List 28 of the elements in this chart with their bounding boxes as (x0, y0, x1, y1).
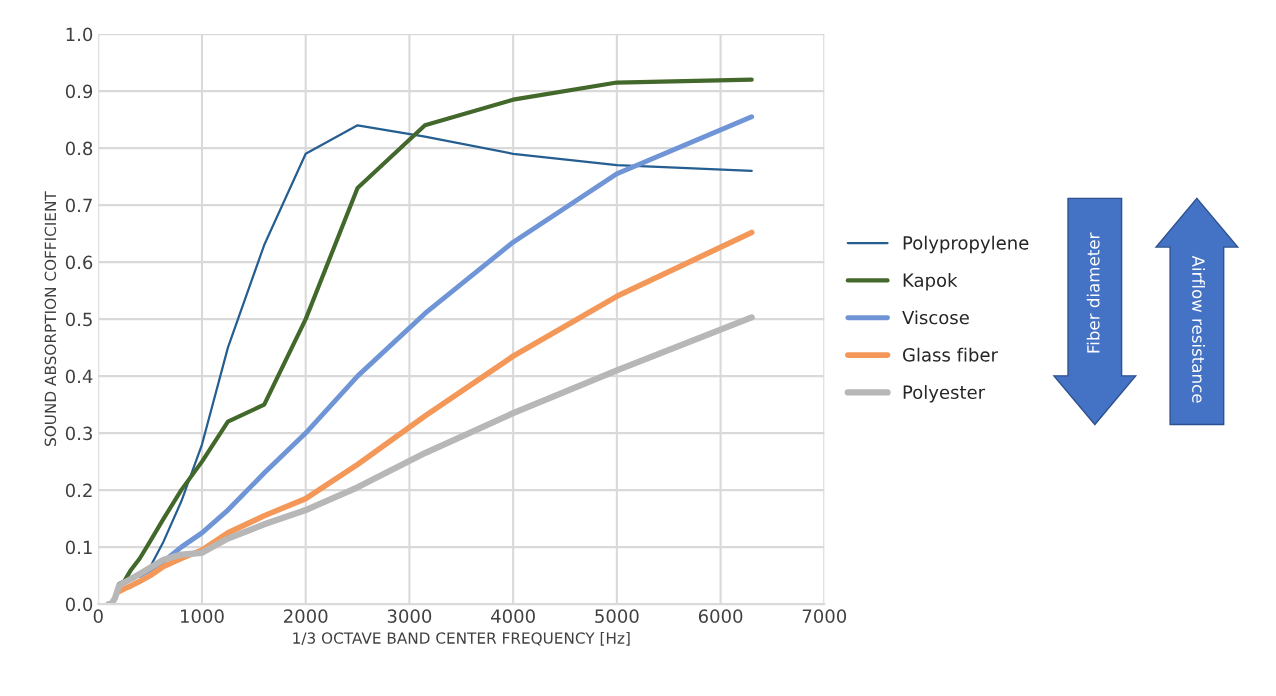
y-tick-label: 0.7 (65, 198, 92, 213)
y-tick-label: 0.8 (65, 141, 93, 156)
x-tick-label: 0 (93, 609, 103, 623)
x-tick-label: 2000 (284, 609, 328, 623)
legend-label: Polypropylene (903, 235, 1029, 254)
x-tick-label: 1000 (180, 609, 224, 623)
x-tick-label: 6000 (698, 609, 743, 623)
x-tick-label: 3000 (387, 609, 432, 623)
y-tick-label: 0.9 (65, 84, 93, 99)
y-tick-label: 1.0 (66, 27, 93, 42)
x-tick-label: 4000 (491, 609, 535, 623)
x-tick-label: 5000 (595, 609, 639, 623)
y-tick-label: 0.1 (65, 540, 92, 555)
y-tick-label: 0.2 (65, 483, 92, 498)
legend-label: Kapok (903, 273, 958, 291)
x-axis-title: 1/3 OCTAVE BAND CENTER FREQUENCY [Hz] (293, 632, 630, 646)
legend-label: Polyester (903, 385, 986, 403)
legend-label: Glass fiber (902, 347, 998, 362)
legend-label: Viscose (902, 310, 969, 325)
y-tick-label: 0.0 (65, 597, 93, 612)
text: Fiber diameter (1086, 232, 1100, 353)
y-tick-label: 0.6 (65, 255, 93, 270)
y-tick-label: 0.3 (65, 426, 92, 441)
y-tick-label: 0.4 (65, 369, 93, 384)
y-axis-title: SOUND ABSORPTION COFFICIENT (44, 191, 57, 446)
text: Airflow resistance (1192, 255, 1205, 403)
x-tick-label: 7000 (802, 609, 847, 623)
y-tick-label: 0.5 (65, 312, 92, 327)
